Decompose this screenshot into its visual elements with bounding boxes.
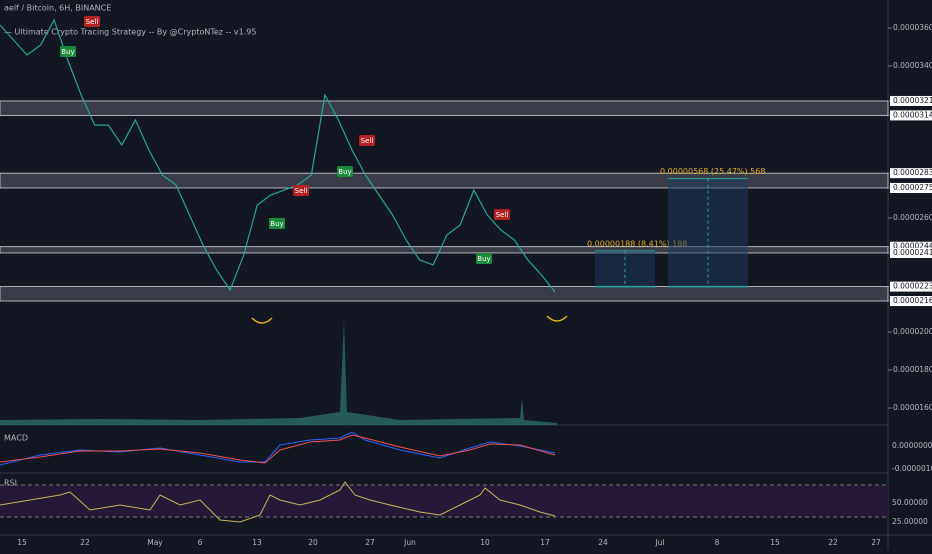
tick-box [890, 247, 932, 258]
tick-box [890, 110, 932, 121]
tick-box [890, 241, 932, 252]
tick-box [890, 168, 932, 179]
date-label: Jun [403, 538, 416, 547]
signal-badge [476, 253, 492, 264]
price-tick-label: 0.00003216 [893, 96, 932, 105]
macd-line [0, 431, 556, 466]
signal-badge [84, 16, 100, 27]
tick-box [890, 296, 932, 307]
price-tick-label: 0.00002449 [893, 242, 932, 251]
date-label: 27 [871, 538, 881, 547]
price-tick-label: 0.00002163 [893, 296, 932, 305]
range-box [595, 250, 655, 287]
date-label: 13 [252, 538, 262, 547]
signal-label: Sell [496, 211, 509, 219]
date-label: 15 [17, 538, 27, 547]
date-label: 24 [598, 538, 608, 547]
macd-tick: 0.00000000 [892, 441, 932, 450]
range-label: 0.00000188 (8.41%) 188 [587, 239, 687, 248]
date-label: 27 [365, 538, 375, 547]
price-tick-label: 0.00002239 [893, 282, 932, 291]
rsi-band [0, 485, 888, 517]
signal-label: Buy [477, 255, 490, 263]
bottom-arc [251, 317, 273, 324]
price-tick-label: 0.00002416 [893, 248, 932, 257]
indicator-title: — Ultimate Crypto Tracing Strategy -- By… [4, 28, 256, 37]
date-label: 10 [480, 538, 490, 547]
range-label: 0.00000568 (25.47%) 568 [660, 167, 765, 176]
date-label: 15 [770, 538, 780, 547]
date-label: 20 [308, 538, 318, 547]
rsi-tick: 50.00000 [892, 498, 928, 507]
signal-label: Sell [86, 18, 99, 26]
date-label: 8 [715, 538, 720, 547]
price-line [0, 18, 556, 293]
range-box [668, 178, 748, 287]
rsi-tick: 25.00000 [892, 517, 928, 526]
signal-label: Sell [361, 137, 374, 145]
signal-badge [359, 135, 375, 146]
signal-line [0, 434, 556, 464]
date-label: 6 [198, 538, 203, 547]
signal-badge [337, 166, 353, 177]
signal-badge [494, 209, 510, 220]
date-label: May [147, 538, 163, 547]
zone [0, 286, 889, 302]
signal-badge [293, 185, 309, 196]
tick-box [890, 281, 932, 292]
signal-badge [269, 218, 285, 229]
date-label: Jul [654, 538, 664, 547]
tick-box [890, 182, 932, 193]
signal-label: Buy [338, 168, 351, 176]
chart-title: aelf / Bitcoin, 6H, BINANCE [4, 4, 111, 13]
rsi-line [0, 481, 556, 523]
zone [0, 246, 889, 254]
signal-label: Buy [270, 220, 283, 228]
macd-tick: -0.00000100 [892, 464, 932, 473]
signal-label: Sell [295, 187, 308, 195]
rsi-title: RSI [4, 479, 17, 488]
zone [0, 172, 889, 189]
macd-title: MACD [4, 434, 28, 443]
date-label: 22 [80, 538, 90, 547]
tick-box [890, 95, 932, 106]
zone [0, 100, 889, 116]
price-tick-label: 0.00002758 [893, 183, 932, 192]
date-label: 22 [828, 538, 838, 547]
signal-label: Buy [61, 48, 74, 56]
price-tick-label: 0.00002836 [893, 168, 932, 177]
date-label: 17 [540, 538, 550, 547]
bottom-arc [546, 315, 568, 322]
signal-badge [60, 46, 76, 57]
